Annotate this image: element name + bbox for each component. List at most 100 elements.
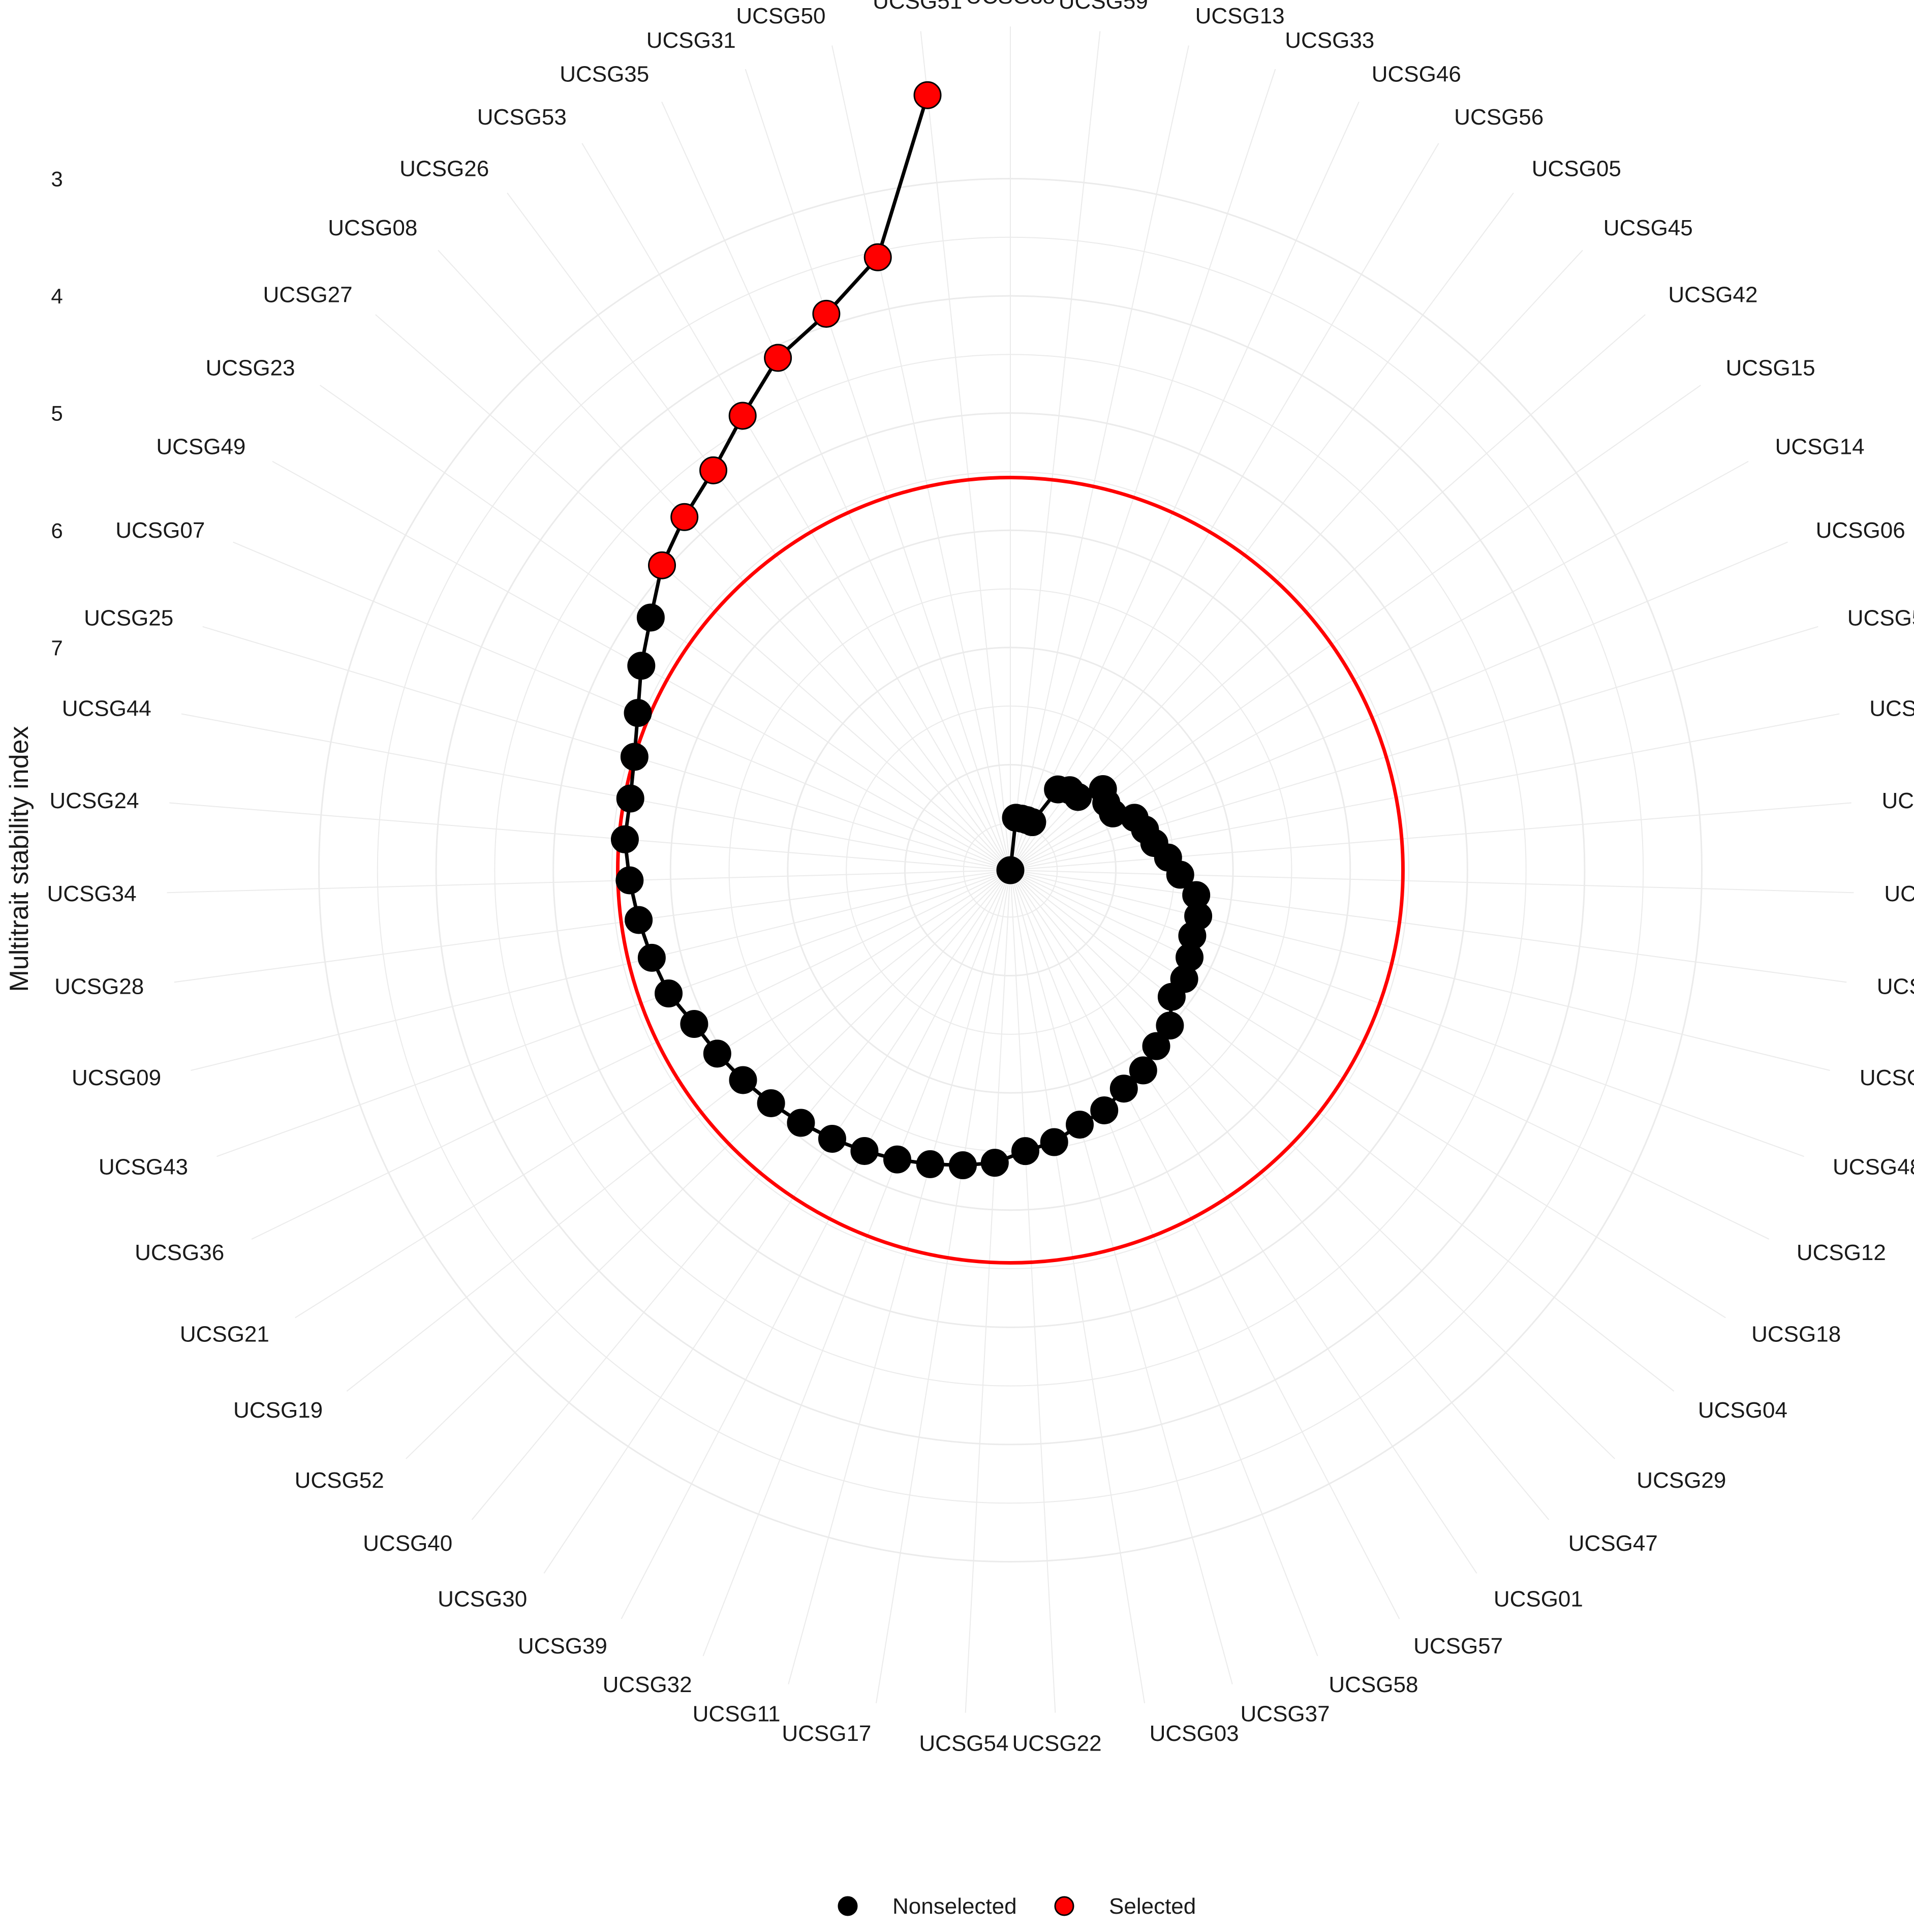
category-label-ucsg09: UCSG09 <box>72 1065 161 1090</box>
data-point-ucsg53 <box>728 402 757 430</box>
data-point-ucsg46 <box>1018 808 1046 837</box>
category-label-ucsg14: UCSG14 <box>1775 435 1865 459</box>
data-point-ucsg21 <box>703 1039 731 1068</box>
category-label-ucsg31: UCSG31 <box>646 28 736 53</box>
category-label-ucsg15: UCSG15 <box>1725 355 1815 380</box>
legend-label-nonselected: Nonselected <box>892 1894 1017 1919</box>
grid-spoke <box>1010 870 1400 1619</box>
category-label-ucsg30: UCSG30 <box>438 1586 527 1611</box>
data-point-ucsg54 <box>980 1149 1009 1177</box>
stability-series-line <box>623 93 1200 1167</box>
radial-tick-label: 6 <box>51 518 63 542</box>
stability-series-points <box>610 81 1213 1180</box>
category-label-ucsg35: UCSG35 <box>560 62 649 87</box>
category-label-ucsg49: UCSG49 <box>156 435 245 459</box>
radial-tick-label: 7 <box>51 636 63 660</box>
data-point-ucsg35 <box>764 344 792 372</box>
category-label-ucsg16: UCSG16 <box>1877 974 1914 999</box>
category-label-ucsg28: UCSG28 <box>54 974 144 999</box>
grid-spoke <box>217 870 1011 1157</box>
category-label-ucsg56: UCSG56 <box>1454 105 1543 130</box>
category-label-ucsg03: UCSG03 <box>1150 1721 1239 1746</box>
data-point-ucsg29 <box>1156 1011 1184 1040</box>
category-label-ucsg23: UCSG23 <box>205 355 295 380</box>
category-label-ucsg46: UCSG46 <box>1372 62 1461 87</box>
grid-spoke <box>1010 870 1318 1657</box>
data-point-ucsg58 <box>1090 1096 1119 1124</box>
grid-spoke <box>1010 314 1646 871</box>
data-point-ucsg28 <box>625 906 653 934</box>
category-label-ucsg54: UCSG54 <box>919 1731 1008 1756</box>
category-label-ucsg18: UCSG18 <box>1751 1322 1841 1346</box>
data-point-ucsg36 <box>680 1010 708 1038</box>
data-point-ucsg04 <box>1157 983 1186 1011</box>
category-label-ucsg43: UCSG43 <box>99 1154 188 1179</box>
grid-spoke <box>1010 870 1550 1520</box>
category-label-ucsg27: UCSG27 <box>263 282 353 307</box>
category-label-ucsg45: UCSG45 <box>1603 216 1693 240</box>
grid-spoke <box>1010 870 1830 1071</box>
category-label-ucsg59: UCSG59 <box>1059 0 1148 14</box>
grid-spoke <box>1010 143 1439 871</box>
data-point-ucsg50 <box>863 243 892 271</box>
category-label-ucsg06: UCSG06 <box>1816 518 1905 543</box>
category-label-ucsg53: UCSG53 <box>477 105 567 130</box>
grid-spoke <box>543 870 1011 1574</box>
grid-spoke <box>831 45 1011 871</box>
legend-label-selected: Selected <box>1109 1894 1196 1919</box>
grid-spoke <box>1010 870 1675 1392</box>
category-label-ucsg29: UCSG29 <box>1637 1468 1726 1493</box>
grid-spoke <box>233 541 1011 871</box>
data-point-ucsg17 <box>948 1151 977 1180</box>
grid-spoke <box>1010 802 1851 871</box>
grid-spoke <box>251 870 1011 1240</box>
radial-tick-label: 5 <box>51 402 63 425</box>
grid-spoke <box>1010 870 1233 1684</box>
series-path <box>623 93 1200 1167</box>
category-label-ucsg52: UCSG52 <box>295 1468 384 1493</box>
grid-spoke <box>1010 385 1701 871</box>
radial-axis-ticks: 3 4 5 6 7 <box>51 167 63 659</box>
data-point-ucsg31 <box>812 299 841 328</box>
grid-spoke <box>1010 461 1749 871</box>
grid-spoke <box>191 870 1011 1071</box>
y-axis-title: Multitrait stability index <box>5 726 34 992</box>
grid-spoke <box>1010 101 1360 871</box>
grid-spoke <box>1010 870 1616 1459</box>
category-label-ucsg50: UCSG50 <box>736 4 825 28</box>
data-point-ucsg26 <box>699 456 728 484</box>
selection-cutoff-circle <box>616 476 1405 1265</box>
data-point-ucsg44 <box>616 784 644 813</box>
category-label-ucsg24: UCSG24 <box>49 788 139 813</box>
grid-spoke <box>1010 870 1854 894</box>
category-label-ucsg04: UCSG04 <box>1698 1398 1787 1423</box>
category-label-ucsg48: UCSG48 <box>1833 1154 1914 1179</box>
data-point-ucsg32 <box>883 1145 911 1174</box>
category-label-ucsg25: UCSG25 <box>84 605 173 630</box>
category-label-ucsg11: UCSG11 <box>693 1701 781 1726</box>
data-point-ucsg40 <box>787 1109 815 1137</box>
category-label-ucsg39: UCSG39 <box>518 1634 607 1659</box>
category-label-ucsg38: UCSG38 <box>966 0 1055 9</box>
category-label-ucsg42: UCSG42 <box>1668 282 1757 307</box>
grid-spoke <box>471 870 1011 1520</box>
category-label-ucsg55: UCSG55 <box>1847 605 1914 630</box>
category-label-ucsg22: UCSG22 <box>1012 1731 1102 1756</box>
grid-spoke <box>621 870 1011 1619</box>
data-point-ucsg30 <box>818 1124 846 1153</box>
category-label-ucsg13: UCSG13 <box>1195 4 1285 28</box>
grid-spoke <box>1010 870 1804 1157</box>
category-label-ucsg10: UCSG10 <box>1882 788 1914 813</box>
radial-tick-label: 3 <box>51 167 63 191</box>
category-label-ucsg12: UCSG12 <box>1797 1240 1886 1265</box>
data-point-ucsg07 <box>624 699 652 727</box>
grid-spoke <box>375 314 1011 871</box>
data-point-ucsg08 <box>670 503 699 531</box>
grid-spoke <box>1010 870 1146 1704</box>
grid-spoke <box>1010 870 1847 983</box>
radial-tick-label: 4 <box>51 284 63 308</box>
grid-spoke <box>202 626 1011 871</box>
category-label-ucsg41: UCSG41 <box>1884 881 1914 906</box>
